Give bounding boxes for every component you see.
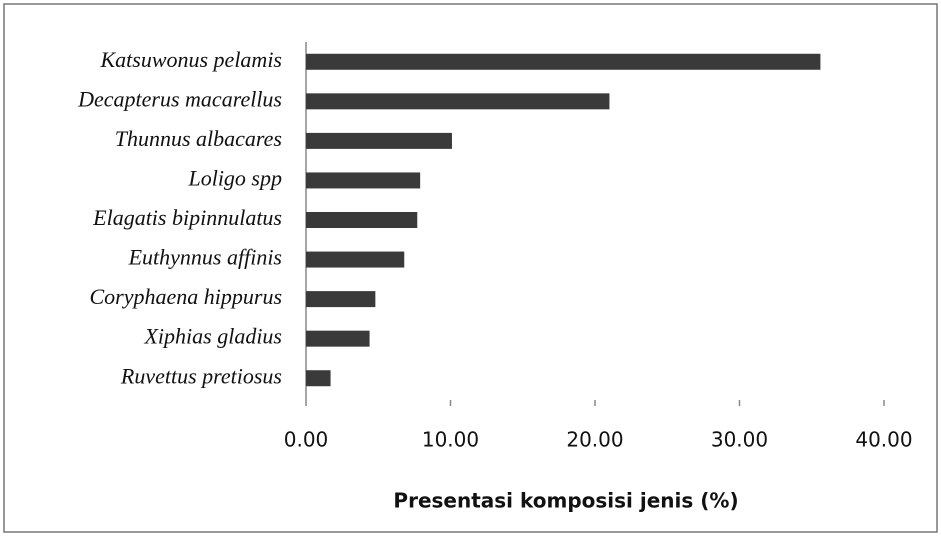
y-tick-label: Elagatis bipinnulatus [92,205,282,230]
y-tick-label: Decapterus macarellus [77,86,282,111]
x-tick-label: 20.00 [566,428,623,452]
x-tick-label: 40.00 [855,428,912,452]
y-tick-label: Euthynnus affinis [128,245,282,270]
bar [306,132,452,149]
frame [3,3,938,533]
x-axis-label: Presentasi komposisi jenis (%) [393,489,738,513]
bar [306,212,418,228]
bar [306,53,821,70]
x-tick-label: 0.00 [284,428,329,452]
bar [306,251,405,268]
bar [306,172,421,189]
x-tick-label: 30.00 [711,428,768,452]
x-tick-label: 10.00 [422,428,479,452]
y-tick-label: Thunnus albacares [115,126,282,151]
y-tick-label: Coryphaena hippurus [90,284,283,309]
y-tick-label: Katsuwonus pelamis [99,47,282,72]
y-tick-label: Xiphias gladius [143,324,282,349]
bar [306,291,376,308]
bar [306,330,370,347]
bar [306,93,610,110]
y-tick-label: Ruvettus pretiosus [120,363,282,388]
y-tick-label: Loligo spp [187,165,282,190]
bar [306,370,331,387]
